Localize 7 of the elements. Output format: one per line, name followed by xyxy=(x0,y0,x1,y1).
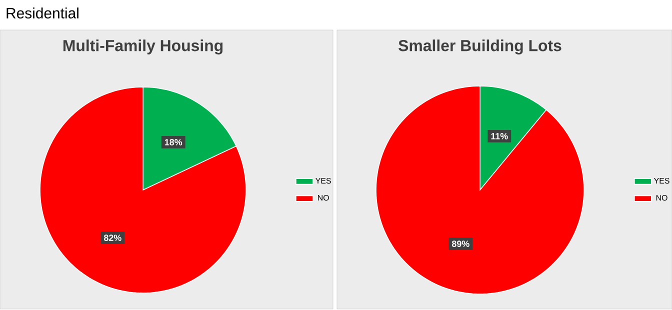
data-label: 11% xyxy=(491,133,508,140)
chart-title: Smaller Building Lots xyxy=(398,40,562,54)
data-label: 89% xyxy=(452,240,470,248)
text: Residential xyxy=(6,8,78,18)
chart-title: Multi-Family Housing xyxy=(63,40,223,54)
data-label: 82% xyxy=(104,234,122,242)
data-label: 18% xyxy=(164,138,182,146)
